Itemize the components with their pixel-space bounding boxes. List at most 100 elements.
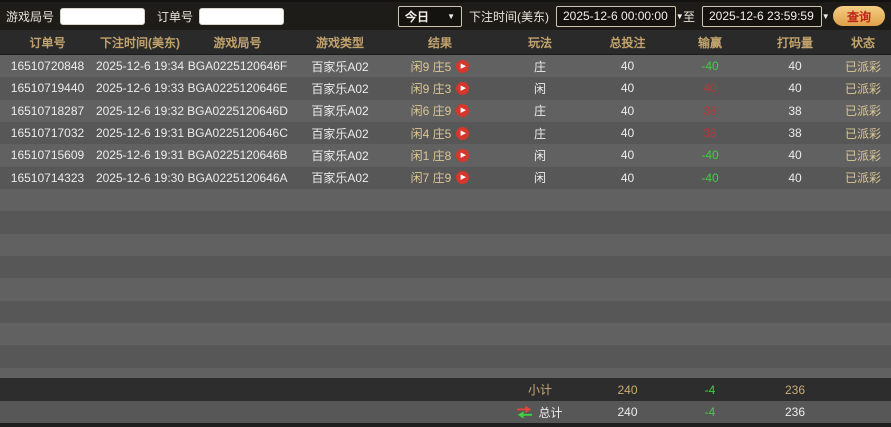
cell-status: 已派彩: [844, 104, 881, 119]
cell-turnover: 38: [788, 126, 802, 141]
column-header-order_no: 订单号: [29, 35, 66, 50]
table-row: 16510719440 2025-12-6 19:33 BGA0225120646E…: [0, 77, 891, 100]
cell-play_type: 庄: [533, 104, 546, 119]
empty-row: [0, 278, 891, 301]
replay-play-icon[interactable]: [456, 126, 470, 140]
cell-game_round: BGA0225120646E: [187, 81, 288, 96]
order-no-input[interactable]: [199, 7, 285, 25]
cell-order_no: 16510720848: [10, 59, 85, 74]
chevron-down-icon: ▼: [447, 11, 455, 21]
cell-status: 已派彩: [844, 126, 881, 141]
cell-turnover: 38: [788, 103, 802, 118]
replay-play-icon[interactable]: [456, 59, 470, 73]
date-preset-value: 今日: [404, 9, 429, 24]
subtotal-total-bet: 240: [617, 382, 638, 397]
cell-status: 已派彩: [844, 81, 881, 96]
table-body: 16510720848 2025-12-6 19:34 BGA0225120646F…: [0, 55, 891, 378]
cell-bet_time: 2025-12-6 19:33: [95, 81, 185, 96]
end-time-value: 2025-12-6 23:59:59: [709, 9, 814, 23]
column-header-total_bet: 总投注: [609, 35, 646, 50]
cell-game_type: 百家乐A02: [311, 126, 369, 141]
cell-total_bet: 40: [620, 148, 635, 163]
total-total-bet: 240: [617, 405, 638, 419]
cell-total_bet: 40: [620, 103, 635, 118]
column-header-result: 结果: [427, 35, 452, 50]
cell-game_type: 百家乐A02: [311, 104, 369, 119]
cell-game_round: BGA0225120646F: [187, 59, 288, 74]
empty-row: [0, 188, 891, 212]
column-header-status: 状态: [850, 35, 875, 50]
cell-status: 已派彩: [844, 171, 881, 186]
table-header: 订单号 下注时间(美东) 游戏局号 游戏类型 结果 玩法 总投注 输赢 打码量 状态: [0, 30, 891, 55]
swap-arrows-icon[interactable]: [517, 405, 533, 419]
cell-turnover: 40: [788, 170, 802, 185]
cell-game_type: 百家乐A02: [311, 148, 369, 163]
subtotal-turnover: 236: [784, 382, 806, 397]
cell-game_type: 百家乐A02: [311, 81, 369, 96]
total-row: 总计 240 -4 236: [0, 401, 891, 423]
replay-play-icon[interactable]: [456, 104, 470, 118]
total-win-loss: -4: [704, 405, 716, 419]
cell-play_type: 庄: [533, 126, 546, 141]
column-header-turnover: 打码量: [776, 35, 813, 50]
query-button[interactable]: 查询: [833, 6, 885, 26]
table-row: 16510718287 2025-12-6 19:32 BGA0225120646D…: [0, 99, 891, 122]
cell-total_bet: 40: [620, 81, 635, 96]
cell-bet_time: 2025-12-6 19:34: [95, 59, 185, 74]
cell-total_bet: 40: [620, 126, 635, 141]
order-no-label: 订单号: [157, 9, 194, 24]
cell-turnover: 40: [788, 81, 802, 96]
cell-win_loss: -40: [701, 59, 719, 74]
total-turnover: 236: [784, 405, 806, 419]
cell-turnover: 40: [788, 59, 802, 74]
cell-status: 已派彩: [844, 59, 881, 74]
cell-result: 闲1 庄8: [390, 147, 490, 164]
subtotal-row: 小计 240 -4 236: [0, 378, 891, 401]
column-header-game_type: 游戏类型: [315, 35, 364, 50]
table-row: 16510717032 2025-12-6 19:31 BGA0225120646C…: [0, 121, 891, 145]
chevron-down-icon: ▼: [821, 11, 830, 21]
chevron-down-icon: ▼: [675, 11, 684, 21]
cell-result: 闲9 庄3: [390, 80, 490, 97]
cell-order_no: 16510715609: [10, 148, 85, 163]
game-round-input[interactable]: [60, 7, 146, 25]
cell-game_round: BGA0225120646B: [187, 148, 288, 163]
cell-play_type: 闲: [533, 81, 546, 96]
replay-play-icon[interactable]: [456, 171, 470, 185]
cell-game_round: BGA0225120646C: [187, 126, 288, 141]
cell-win_loss: -40: [701, 170, 719, 185]
cell-play_type: 庄: [533, 59, 546, 74]
end-time-dropdown[interactable]: 2025-12-6 23:59:59 ▼: [702, 5, 830, 27]
cell-turnover: 40: [788, 148, 802, 163]
cell-result: 闲7 庄9: [390, 169, 490, 186]
start-time-dropdown[interactable]: 2025-12-6 00:00:00 ▼: [555, 5, 684, 27]
cell-bet_time: 2025-12-6 19:31: [95, 148, 185, 163]
cell-order_no: 16510714323: [10, 170, 85, 185]
empty-row: [0, 322, 891, 346]
cell-game_round: BGA0225120646D: [187, 103, 288, 118]
cell-result: 闲4 庄5: [390, 125, 490, 142]
empty-row: [0, 345, 891, 368]
cell-play_type: 闲: [533, 148, 546, 163]
column-header-game_round: 游戏局号: [213, 35, 262, 50]
replay-play-icon[interactable]: [456, 81, 470, 95]
cell-result: 闲9 庄5: [390, 58, 490, 75]
replay-play-icon[interactable]: [456, 148, 470, 162]
cell-game_type: 百家乐A02: [311, 59, 369, 74]
cell-total_bet: 40: [620, 170, 635, 185]
bet-time-label: 下注时间(美东): [468, 9, 549, 24]
column-header-win_loss: 输赢: [697, 35, 722, 50]
table-row: 16510714323 2025-12-6 19:30 BGA0225120646A…: [0, 166, 891, 189]
date-preset-dropdown[interactable]: 今日 ▼: [397, 5, 462, 27]
total-label-cell: 总计: [490, 404, 590, 421]
cell-win_loss: -40: [701, 148, 719, 163]
column-header-play_type: 玩法: [527, 35, 552, 50]
cell-order_no: 16510719440: [10, 81, 85, 96]
game-round-label: 游戏局号: [6, 9, 55, 24]
cell-bet_time: 2025-12-6 19:32: [95, 103, 185, 118]
cell-total_bet: 40: [620, 59, 635, 74]
table-row: 16510720848 2025-12-6 19:34 BGA0225120646F…: [0, 55, 891, 78]
cell-win_loss: 40: [703, 81, 717, 96]
cell-order_no: 16510718287: [10, 103, 85, 118]
cell-win_loss: 38: [703, 103, 717, 118]
